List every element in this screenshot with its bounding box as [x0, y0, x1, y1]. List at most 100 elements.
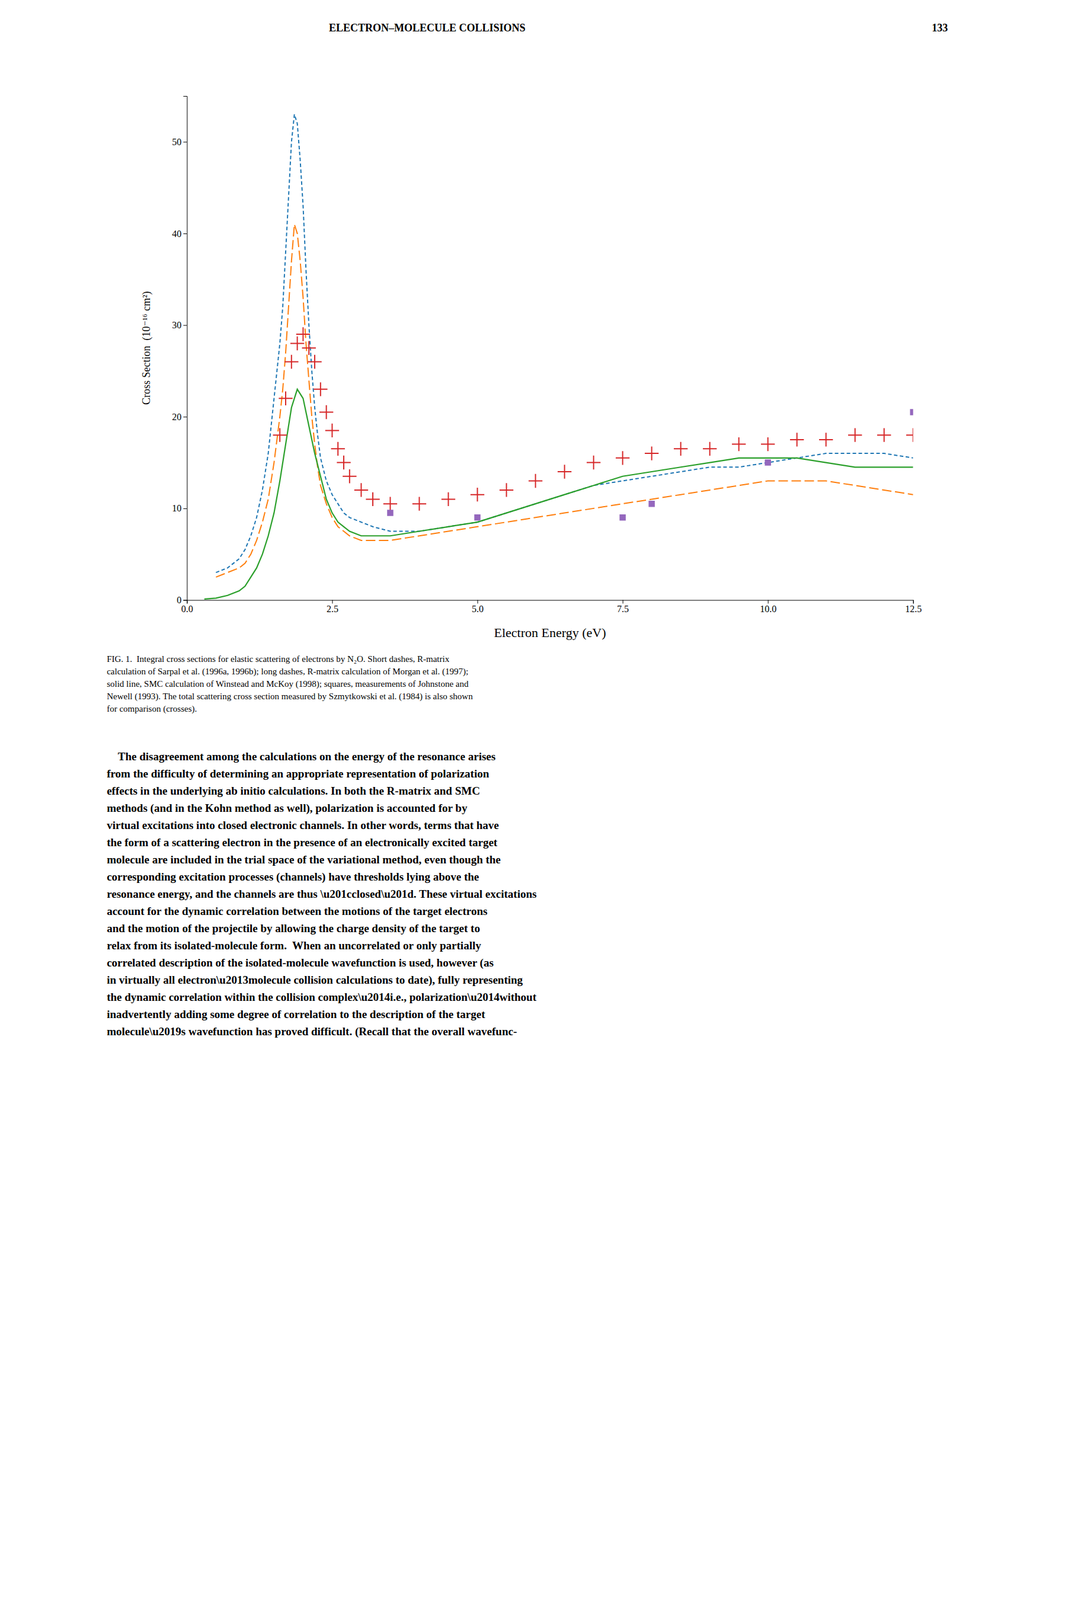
body-line: and the motion of the projectile by allo… [106, 922, 481, 935]
y-axis: 0 10 20 30 40 50 [171, 96, 188, 606]
series-point [296, 327, 310, 341]
series-point [673, 442, 688, 456]
series-point [336, 455, 351, 470]
body-line: the form of a scattering electron in the… [106, 836, 498, 849]
y-tick-label: 50 [171, 136, 182, 147]
y-tick: 50 [171, 136, 187, 147]
y-tick: 0 [176, 595, 187, 606]
series-point [412, 496, 427, 511]
series-line [215, 114, 913, 573]
x-tick-mark [768, 600, 769, 604]
series-point [325, 423, 340, 438]
plot: 0.0 2.5 5.0 7.5 10.0 12.5 0 10 20 30 40 50 Electron … [140, 96, 922, 641]
series-point [819, 432, 833, 447]
body-line: molecule are included in the trial space… [106, 853, 501, 866]
series-point [499, 483, 514, 497]
x-tick-label: 2.5 [326, 603, 339, 615]
page-number: 133 [931, 21, 948, 34]
x-axis-line [187, 600, 914, 604]
body-line: from the difficulty of determining an ap… [106, 767, 490, 780]
y-tick-label: 20 [171, 411, 182, 422]
x-tick-label: 12.5 [905, 603, 922, 615]
body-line: correlated description of the isolated-m… [106, 956, 494, 970]
series-point [702, 442, 717, 456]
series-point [615, 451, 630, 465]
series-point [470, 487, 485, 502]
series-point [731, 437, 746, 452]
caption-line: calculation of Sarpal et al. (1996a, 199… [106, 666, 469, 677]
y-tick-mark [183, 233, 187, 235]
body-line: resonance energy, and the channels are t… [106, 887, 537, 901]
series-point [354, 483, 369, 497]
body-line: virtual excitations into closed electron… [106, 819, 500, 832]
series-point [387, 509, 393, 516]
series-point [764, 459, 771, 466]
x-tick: 5.0 [471, 600, 484, 615]
series-point [644, 446, 659, 460]
y-tick-mark [183, 416, 187, 418]
series-point [284, 355, 299, 369]
series-point [319, 405, 334, 420]
series-point [760, 437, 775, 452]
caption-line: FIG. 1. Integral cross sections for elas… [106, 654, 450, 664]
body-line: molecule\u2019s wavefunction has proved … [106, 1025, 517, 1039]
y-tick-label: 30 [171, 320, 182, 331]
body-line: relax from its isolated-molecule form. W… [106, 939, 482, 952]
series-point [365, 492, 380, 507]
body-line: effects in the underlying ab initio calc… [106, 784, 481, 798]
series-point [586, 455, 601, 470]
x-tick-label: 10.0 [759, 603, 777, 615]
y-tick: 20 [171, 411, 187, 422]
series-point [909, 408, 913, 415]
series-point [342, 469, 357, 484]
series-point [474, 514, 481, 521]
x-axis-title: Electron Energy (eV) [494, 625, 607, 641]
y-tick: 40 [171, 228, 187, 239]
series-point [383, 496, 398, 511]
caption-line: Newell (1993). The total scattering cros… [106, 691, 473, 702]
y-tick-mark [183, 141, 187, 143]
series-point [273, 427, 287, 442]
body-line: corresponding excitation processes (chan… [106, 870, 479, 884]
series-point [848, 427, 862, 442]
body-line: methods (and in the Kohn method as well)… [106, 801, 468, 815]
x-tick-label: 0.0 [181, 603, 194, 615]
series-line [204, 389, 914, 600]
header-title: ELECTRON–MOLECULE COLLISIONS [328, 21, 526, 34]
series-point [331, 442, 345, 456]
x-tick: 12.5 [905, 600, 922, 615]
series-point [441, 492, 456, 507]
body-line: the dynamic correlation within the colli… [106, 990, 537, 1004]
series-point [307, 355, 322, 369]
body-line: account for the dynamic correlation betw… [106, 905, 488, 918]
x-tick-mark [331, 600, 333, 604]
series-point [528, 474, 543, 488]
body-text: The disagreement among the calculations … [106, 750, 537, 1039]
marks [204, 114, 914, 600]
y-tick: 30 [171, 320, 187, 331]
body-line: in virtually all electron\u2013molecule … [106, 973, 523, 987]
y-tick-mark [183, 600, 187, 601]
series-point [557, 464, 572, 479]
x-axis: 0.0 2.5 5.0 7.5 10.0 12.5 [181, 600, 922, 615]
series-point [302, 341, 316, 356]
series-point [877, 427, 891, 442]
x-tick: 7.5 [616, 600, 629, 615]
y-tick-mark [183, 325, 187, 326]
series-point [648, 500, 655, 507]
y-tick-label: 0 [176, 595, 182, 606]
caption: FIG. 1. Integral cross sections for elas… [106, 654, 473, 715]
series-line [215, 224, 913, 577]
series-point [278, 391, 293, 406]
y-tick: 10 [171, 503, 187, 514]
x-tick-mark [622, 600, 624, 604]
caption-line: for comparison (crosses). [106, 704, 197, 715]
page: ELECTRON–MOLECULE COLLISIONS 133 0.0 2.5 5.0… [0, 0, 1068, 1600]
x-tick: 2.5 [326, 600, 339, 615]
y-tick-label: 10 [171, 503, 182, 514]
series-point [790, 432, 804, 447]
x-tick-mark [477, 600, 478, 604]
series-point [619, 514, 626, 521]
body-line: inadvertently adding some degree of corr… [106, 1008, 486, 1021]
x-tick: 0.0 [181, 600, 194, 615]
